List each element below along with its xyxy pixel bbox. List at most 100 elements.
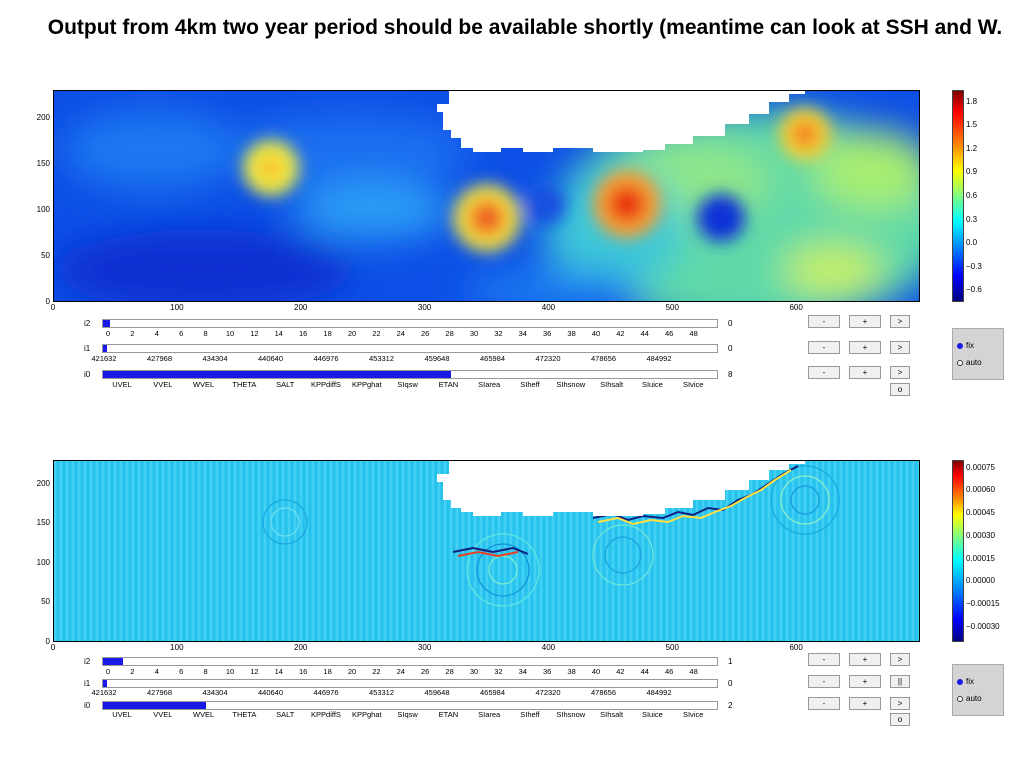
x-tick-label: 500 xyxy=(665,643,679,652)
i0-tick-label: WVEL xyxy=(192,710,215,719)
x-tick-label: 200 xyxy=(294,303,308,312)
i1-decrement-button[interactable]: - xyxy=(808,675,840,688)
i1-slider-fill xyxy=(103,680,107,687)
i2-tick-label: 34 xyxy=(518,329,527,338)
i1-tick-label: 472320 xyxy=(535,688,561,697)
i0-value: 2 xyxy=(728,701,733,710)
i2-tick-label: 14 xyxy=(274,329,283,338)
i1-pause-button[interactable]: || xyxy=(890,675,910,688)
x-tick-label: 600 xyxy=(789,303,803,312)
fix-radio-dot xyxy=(957,342,963,349)
i0-tick-label: SALT xyxy=(276,380,295,389)
i0-tick-label: SIarea xyxy=(478,710,501,719)
i2-tick-label: 4 xyxy=(154,667,159,676)
i2-tick-label: 46 xyxy=(665,667,674,676)
i0-tick-label: KPPdiffS xyxy=(311,380,341,389)
i2-tick-label: 16 xyxy=(299,667,308,676)
i2-play-button[interactable]: > xyxy=(890,315,910,328)
y-tick-label: 50 xyxy=(41,597,50,607)
i2-tick-label: 30 xyxy=(469,329,479,338)
i1-slider[interactable] xyxy=(102,344,718,353)
i0-label: i0 xyxy=(84,701,91,710)
i0-tick-label: ETAN xyxy=(438,380,459,389)
i2-tick-label: 40 xyxy=(591,329,601,338)
y-tick-label: 100 xyxy=(36,204,50,214)
i1-tick-label: 427968 xyxy=(146,688,173,697)
colorbar-tick-label: 0.00000 xyxy=(966,576,995,586)
i2-slider[interactable] xyxy=(102,319,718,328)
i1-tick-label: 453312 xyxy=(368,354,395,363)
i2-tick-label: 44 xyxy=(640,667,649,676)
colorbar-tick-label: −0.6 xyxy=(966,285,982,295)
fix-radio[interactable]: fix xyxy=(957,341,974,350)
i2-tick-label: 34 xyxy=(518,667,527,676)
i0-decrement-button[interactable]: - xyxy=(808,366,840,379)
i2-tick-label: 16 xyxy=(299,329,308,338)
i0-increment-button[interactable]: + xyxy=(849,697,881,710)
i2-tick-label: 22 xyxy=(372,329,381,338)
i1-tick-label: 478656 xyxy=(590,688,617,697)
i0-tick-label: SIuice xyxy=(641,710,663,719)
i0-tick-label: SIarea xyxy=(478,380,501,389)
y-tick-label: 0 xyxy=(45,297,50,306)
i0-tick-label: SALT xyxy=(276,710,295,719)
i2-decrement-button[interactable]: - xyxy=(808,315,840,328)
i1-tick-label: 446976 xyxy=(313,688,339,697)
i0-tick-label: KPPghat xyxy=(351,710,382,719)
i2-tick-label: 12 xyxy=(250,329,259,338)
i2-tick-label: 36 xyxy=(543,329,552,338)
i2-tick-label: 42 xyxy=(616,667,625,676)
colorbar-tick-label: 0.00015 xyxy=(966,553,995,563)
i2-play-button[interactable]: > xyxy=(890,653,910,666)
i2-increment-button[interactable]: + xyxy=(849,315,881,328)
i2-tick-label: 40 xyxy=(591,667,601,676)
i1-decrement-button[interactable]: - xyxy=(808,341,840,354)
i2-tick-label: 20 xyxy=(347,667,357,676)
i2-slider[interactable] xyxy=(102,657,718,666)
i0-slider[interactable] xyxy=(102,370,718,379)
reset-button[interactable]: o xyxy=(890,383,910,396)
i0-tick-label: VVEL xyxy=(153,710,173,719)
i1-increment-button[interactable]: + xyxy=(849,341,881,354)
i1-tick-label: 421632 xyxy=(91,354,117,363)
i0-tick-label: ETAN xyxy=(438,710,459,719)
i1-value: 0 xyxy=(728,344,733,353)
i0-tick-label: THETA xyxy=(232,380,257,389)
i2-value: 1 xyxy=(728,657,733,666)
i2-tick-label: 30 xyxy=(469,667,479,676)
fix-radio-dot xyxy=(957,678,963,685)
i1-tick-label: 465984 xyxy=(479,354,506,363)
i0-value: 8 xyxy=(728,370,733,379)
i1-play-button[interactable]: > xyxy=(890,341,910,354)
i2-tick-label: 4 xyxy=(154,329,159,338)
i2-tick-label: 48 xyxy=(689,667,698,676)
y-tick-label: 150 xyxy=(36,158,50,168)
w-panel: 0 50 100 150 200 0 100 200 300 400 500 600 0.00075… xyxy=(0,0,1024,726)
i2-label: i2 xyxy=(84,319,91,328)
i0-decrement-button[interactable]: - xyxy=(808,697,840,710)
i2-tick-label: 24 xyxy=(396,667,405,676)
i2-tick-label: 42 xyxy=(616,329,625,338)
i2-increment-button[interactable]: + xyxy=(849,653,881,666)
i1-increment-button[interactable]: + xyxy=(849,675,881,688)
i1-slider[interactable] xyxy=(102,679,718,688)
i1-tick-label: 427968 xyxy=(146,354,173,363)
fix-radio-label: fix xyxy=(966,341,974,350)
i2-tick-label: 22 xyxy=(372,667,381,676)
auto-radio-dot xyxy=(957,695,963,702)
i2-tick-label: 46 xyxy=(665,329,674,338)
auto-radio[interactable]: auto xyxy=(957,694,982,703)
i0-play-button[interactable]: > xyxy=(890,697,910,710)
i2-decrement-button[interactable]: - xyxy=(808,653,840,666)
slide-title: Output from 4km two year period should b… xyxy=(47,16,1003,39)
i0-increment-button[interactable]: + xyxy=(849,366,881,379)
i0-play-button[interactable]: > xyxy=(890,366,910,379)
auto-radio[interactable]: auto xyxy=(957,358,982,367)
colorbar-tick-label: 0.00030 xyxy=(966,530,995,540)
colorbar-tick-label: 0.00060 xyxy=(966,485,995,495)
i0-slider[interactable] xyxy=(102,701,718,710)
reset-button[interactable]: o xyxy=(890,713,910,726)
i2-tick-label: 6 xyxy=(179,329,184,338)
fix-radio[interactable]: fix xyxy=(957,677,974,686)
i2-tick-label: 14 xyxy=(274,667,283,676)
